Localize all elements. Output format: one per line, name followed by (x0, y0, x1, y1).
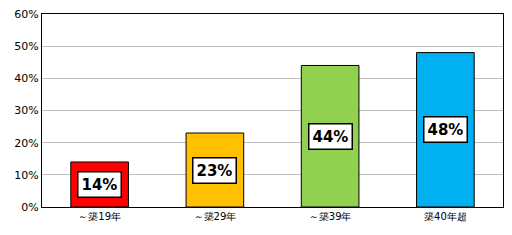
svg-text:48%: 48% (428, 121, 464, 139)
svg-text:14%: 14% (82, 176, 118, 194)
svg-text:～築29年: ～築29年 (194, 211, 237, 222)
svg-text:20%: 20% (14, 137, 38, 150)
svg-text:60%: 60% (14, 8, 38, 21)
svg-text:30%: 30% (14, 104, 38, 117)
svg-text:40%: 40% (14, 72, 38, 85)
svg-text:～築19年: ～築19年 (78, 211, 121, 222)
svg-text:築40年超: 築40年超 (424, 211, 467, 222)
svg-text:44%: 44% (313, 128, 349, 146)
svg-text:23%: 23% (197, 162, 233, 180)
svg-text:0%: 0% (21, 201, 38, 214)
svg-text:10%: 10% (14, 169, 38, 182)
svg-text:～築39年: ～築39年 (309, 211, 352, 222)
svg-text:50%: 50% (14, 40, 38, 53)
